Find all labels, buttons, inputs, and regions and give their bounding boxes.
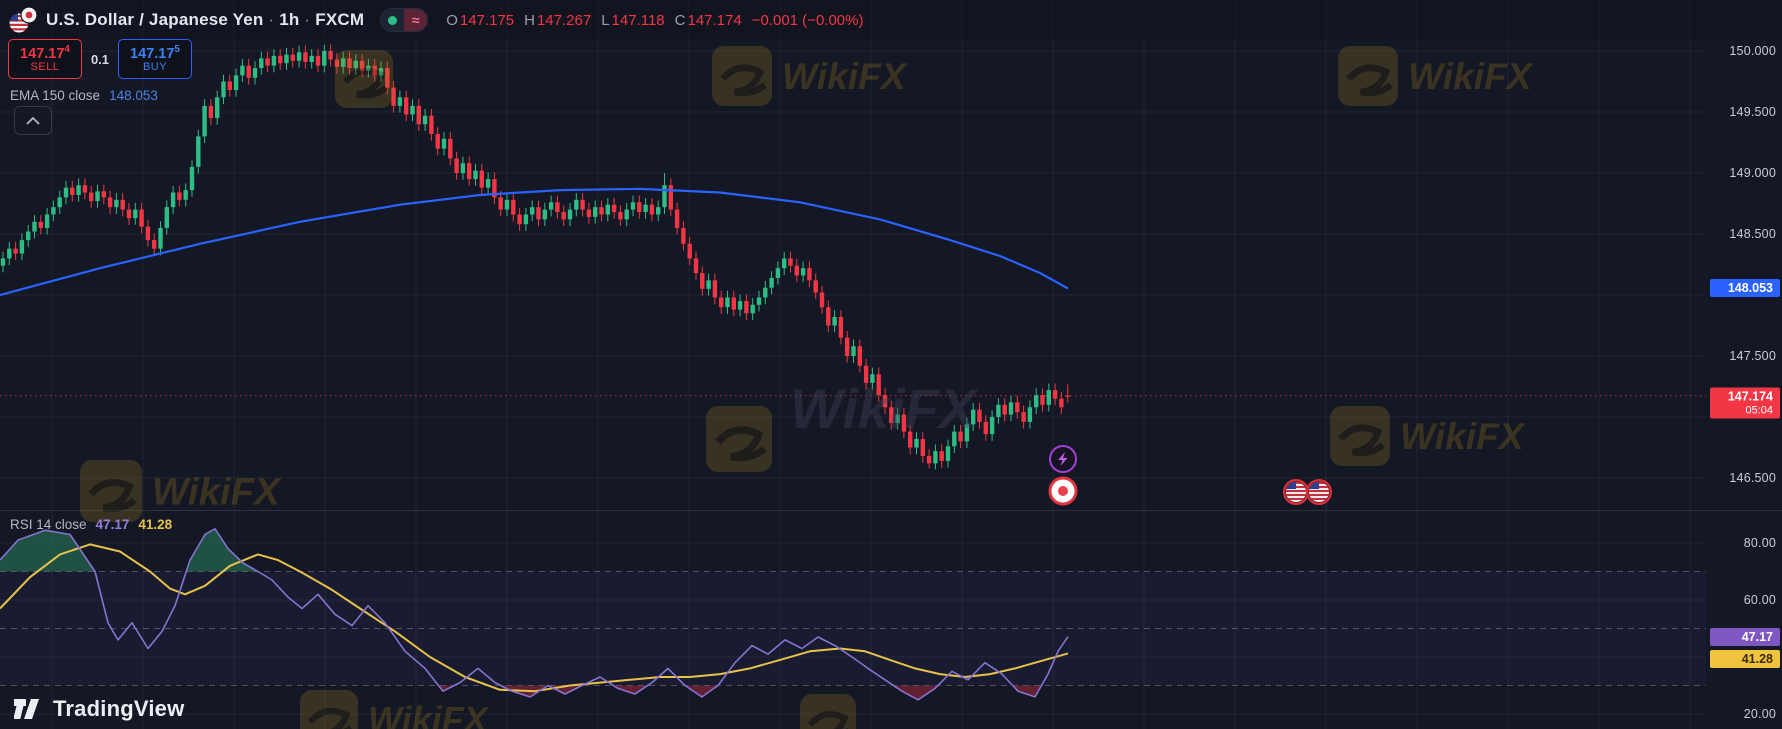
rsi-ma-value-badge: 41.28 — [1710, 650, 1780, 668]
rsi-legend[interactable]: RSI 14 close 47.17 41.28 — [10, 517, 172, 532]
price-axis-label: 149.500 — [1729, 105, 1776, 119]
economic-event-flag-icon[interactable] — [1283, 479, 1309, 505]
exchange-label: FXCM — [315, 10, 365, 29]
rsi-axis-label: 60.00 — [1743, 593, 1776, 607]
chart-header: U.S. Dollar / Japanese Yen · 1h · FXCM ≈… — [0, 0, 1782, 40]
rsi-band-fill — [0, 571, 1706, 686]
ema-line — [0, 187, 1069, 297]
tradingview-logo[interactable]: TradingView — [14, 696, 184, 722]
symbol-title[interactable]: U.S. Dollar / Japanese Yen · 1h · FXCM — [46, 10, 365, 29]
svg-text:WikiFX: WikiFX — [1408, 55, 1534, 97]
svg-text:WikiFX: WikiFX — [152, 471, 282, 514]
ohlc-low: 147.118 — [611, 11, 665, 29]
rsi-legend-value: 47.17 — [95, 517, 130, 532]
buy-button[interactable]: 147.175 BUY — [118, 39, 192, 79]
market-status-toggle[interactable]: ≈ — [380, 8, 429, 32]
sell-button[interactable]: 147.174 SELL — [8, 39, 82, 79]
price-axis-label: 149.000 — [1729, 166, 1776, 180]
economic-event-flag-icon[interactable] — [1306, 479, 1332, 505]
interval-label: 1h — [279, 10, 300, 29]
chevron-up-icon — [26, 116, 40, 125]
price-axis-label: 150.000 — [1729, 44, 1776, 58]
ohlc-close: 147.174 — [687, 11, 742, 29]
record-marker-icon[interactable] — [1048, 476, 1078, 506]
svg-text:WikiFX: WikiFX — [782, 55, 908, 97]
rsi-legend-label: RSI 14 close — [10, 517, 87, 532]
ohlc-high: 147.267 — [536, 11, 592, 29]
ema-legend-value: 148.053 — [109, 88, 158, 103]
wikifx-center-watermark: WikiFX — [790, 377, 980, 440]
ema-legend[interactable]: EMA 150 close 148.053 — [10, 88, 158, 103]
ohlc-open: 147.175 — [459, 11, 515, 29]
market-open-dot-icon — [381, 9, 405, 31]
collapse-pane-button[interactable] — [14, 106, 52, 135]
price-axis-label: 147.500 — [1729, 349, 1776, 363]
rsi-axis-label: 80.00 — [1743, 536, 1776, 550]
rsi-oversold-fill — [0, 685, 1068, 700]
rsi-ma-line — [0, 543, 1069, 693]
tradingview-logo-text: TradingView — [53, 696, 185, 721]
wikifx-watermarks: WikiFX WikiFX WikiFX WikiFX WikiFX — [80, 46, 1534, 729]
svg-text:WikiFX: WikiFX — [1400, 415, 1526, 457]
lightning-marker-icon[interactable] — [1049, 445, 1077, 473]
rsi-value-badge: 47.17 — [1710, 628, 1780, 646]
ohlc-readout: O 147.175 H 147.267 L 147.118 C 147.174 −0.0… — [446, 11, 864, 29]
spread-value: 0.1 — [90, 51, 110, 67]
last-price-badge: 147.174 05:04 — [1710, 387, 1780, 419]
rsi-axis-label: 20.00 — [1743, 707, 1776, 721]
candle-series — [0, 44, 1070, 470]
symbol-pair-flag-icon — [8, 5, 38, 35]
approx-price-icon: ≈ — [404, 9, 428, 31]
pane-separator[interactable] — [0, 510, 1782, 511]
rsi-line — [0, 528, 1069, 701]
rsi-overbought-fill — [0, 528, 1068, 572]
svg-text:WikiFX: WikiFX — [368, 699, 490, 729]
ema-value-badge: 148.053 — [1710, 279, 1780, 297]
price-axis-label: 146.500 — [1729, 471, 1776, 485]
ohlc-change: −0.001 (−0.00%) — [751, 11, 864, 29]
rsi-ma-legend-value: 41.28 — [138, 517, 173, 532]
tradingview-mark-icon — [14, 699, 39, 719]
trade-widget: 147.174 SELL 0.1 147.175 BUY — [8, 39, 192, 79]
ema-legend-label: EMA 150 close — [10, 88, 101, 103]
price-axis-label: 148.500 — [1729, 227, 1776, 241]
